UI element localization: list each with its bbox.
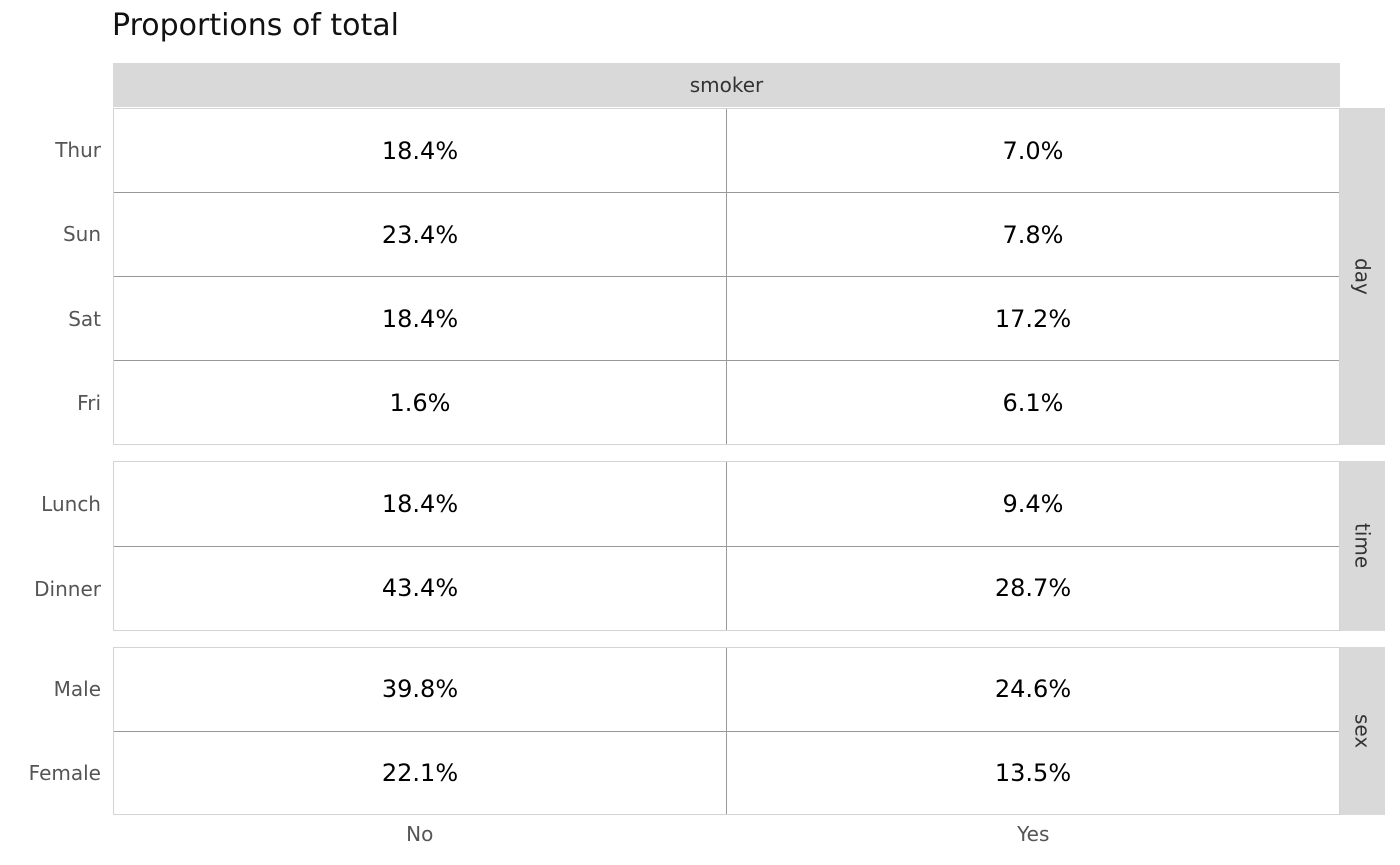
facet-panel-sex: 39.8% 24.6% 22.1% 13.5%: [113, 647, 1340, 815]
row-facet-strip-label: time: [1350, 523, 1375, 569]
table-row: 1.6% 6.1%: [114, 360, 1339, 444]
cell-value: 13.5%: [994, 758, 1072, 787]
x-axis-label-yes: Yes: [1017, 822, 1050, 846]
row-label: Male: [53, 677, 101, 701]
cell-value: 18.4%: [114, 462, 727, 546]
facet-panel-time: 18.4% 9.4% 43.4% 28.7%: [113, 461, 1340, 631]
cell-value: 22.1%: [114, 731, 727, 814]
table-row: 39.8% 24.6%: [114, 648, 1339, 731]
row-facet-strip-label: sex: [1350, 713, 1375, 749]
row-label: Thur: [55, 138, 101, 163]
cell-value: 18.4%: [114, 277, 727, 360]
table-row: 23.4% 7.8%: [114, 192, 1339, 276]
x-axis-labels: No Yes: [113, 822, 1340, 854]
row-facet-strip-label: day: [1350, 258, 1375, 295]
cell-value: 24.6%: [994, 675, 1072, 704]
cell-value: 39.8%: [114, 648, 727, 731]
x-axis-label-no: No: [406, 822, 434, 846]
cell-value: 28.7%: [994, 574, 1072, 603]
row-facet-strip-sex: sex: [1340, 647, 1385, 815]
row-facet-strip-day: day: [1340, 108, 1385, 445]
cell-value: 1.6%: [114, 361, 727, 444]
cell-value: 6.1%: [1002, 388, 1064, 417]
cell-value: 7.8%: [1002, 220, 1064, 249]
table-row: 22.1% 13.5%: [114, 730, 1339, 814]
row-label: Sun: [62, 222, 101, 247]
row-labels-day: Thur Sun Sat Fri: [0, 108, 101, 445]
cell-value: 9.4%: [1002, 489, 1064, 518]
row-labels-time: Lunch Dinner: [0, 461, 101, 631]
table-row: 43.4% 28.7%: [114, 545, 1339, 630]
column-facet-strip-smoker: smoker: [113, 63, 1340, 107]
table-row: 18.4% 7.0%: [114, 109, 1339, 192]
chart-title: Proportions of total: [112, 8, 400, 43]
cell-value: 23.4%: [114, 193, 727, 276]
table-row: 18.4% 9.4%: [114, 462, 1339, 546]
cell-value: 43.4%: [114, 546, 727, 630]
row-label: Fri: [77, 390, 101, 415]
cell-value: 18.4%: [114, 109, 727, 192]
row-label: Dinner: [34, 576, 101, 601]
cell-value: 7.0%: [1002, 136, 1064, 165]
row-label: Female: [28, 761, 101, 785]
facet-panel-day: 18.4% 7.0% 23.4% 7.8% 18.4% 17.2% 1.6% 6…: [113, 108, 1340, 445]
row-labels-sex: Male Female: [0, 647, 101, 815]
row-facet-strip-time: time: [1340, 461, 1385, 631]
cell-value: 17.2%: [994, 304, 1072, 333]
row-label: Lunch: [41, 491, 101, 516]
row-label: Sat: [68, 306, 101, 331]
table-row: 18.4% 17.2%: [114, 276, 1339, 360]
column-facet-strip-label: smoker: [689, 73, 764, 97]
